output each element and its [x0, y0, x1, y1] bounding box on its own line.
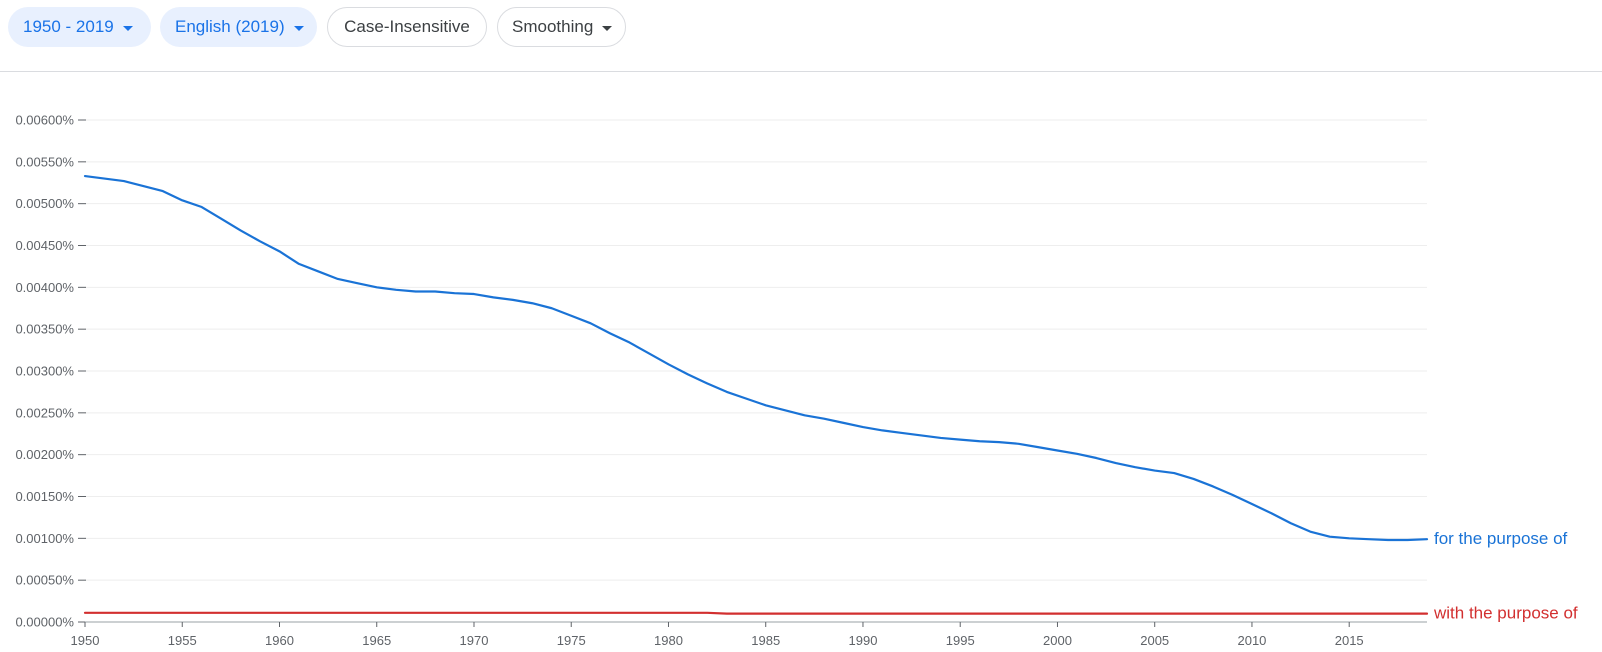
x-tick-label: 1990 [849, 633, 878, 648]
y-tick-label: 0.00600% [15, 113, 74, 128]
y-tick-label: 0.00550% [15, 154, 74, 169]
corpus-label: English (2019) [175, 17, 285, 36]
series-label-1[interactable]: with the purpose of [1433, 604, 1578, 623]
x-tick-label: 1960 [265, 633, 294, 648]
x-axis: 1950 1955 1960 1965 1970 1975 1980 1985 1990 1995… [71, 621, 1427, 648]
series-labels: for the purpose of with the purpose of [1433, 529, 1578, 622]
case-insensitive-label: Case-Insensitive [344, 17, 470, 36]
caret-down-icon [602, 25, 613, 31]
series-label-0[interactable]: for the purpose of [1434, 529, 1568, 548]
x-tick-label: 1985 [751, 633, 780, 648]
smoothing-label: Smoothing [512, 17, 594, 36]
y-tick-label: 0.00300% [15, 364, 74, 379]
y-tick-label: 0.00450% [15, 238, 74, 253]
series-line-1[interactable] [83, 611, 1429, 615]
x-tick-label: 1950 [71, 633, 100, 648]
x-tick-label: 2015 [1335, 633, 1364, 648]
y-axis: 0.00000% 0.00050% 0.00100% 0.00150% 0.00200%… [15, 113, 86, 630]
y-tick-label: 0.00000% [15, 615, 74, 630]
series-lines [83, 174, 1429, 615]
smoothing-dropdown[interactable]: Smoothing [497, 7, 626, 47]
caret-down-icon [122, 25, 133, 31]
x-tick-label: 1975 [557, 633, 586, 648]
x-tick-label: 2010 [1237, 633, 1266, 648]
corpus-dropdown[interactable]: English (2019) [160, 7, 317, 47]
x-tick-label: 1980 [654, 633, 683, 648]
series-line-0[interactable] [83, 174, 1429, 542]
y-tick-label: 0.00350% [15, 322, 74, 337]
year-range-dropdown[interactable]: 1950 - 2019 [8, 7, 151, 47]
y-tick-label: 0.00400% [15, 280, 74, 295]
x-tick-label: 2005 [1140, 633, 1169, 648]
y-tick-label: 0.00500% [15, 196, 74, 211]
caret-down-icon [293, 25, 304, 31]
y-tick-label: 0.00100% [15, 531, 74, 546]
x-tick-label: 1995 [946, 633, 975, 648]
grid-lines [85, 119, 1427, 581]
x-tick-label: 1970 [460, 633, 489, 648]
filter-toolbar: 1950 - 2019 English (2019) Case-Insensit… [0, 0, 1602, 72]
y-tick-label: 0.00150% [15, 489, 74, 504]
x-tick-label: 1955 [168, 633, 197, 648]
y-tick-label: 0.00250% [15, 405, 74, 420]
year-range-label: 1950 - 2019 [23, 17, 114, 36]
y-tick-label: 0.00050% [15, 573, 74, 588]
y-tick-label: 0.00200% [15, 447, 74, 462]
x-tick-label: 1965 [362, 633, 391, 648]
case-insensitive-toggle[interactable]: Case-Insensitive [327, 7, 487, 47]
x-tick-label: 2000 [1043, 633, 1072, 648]
